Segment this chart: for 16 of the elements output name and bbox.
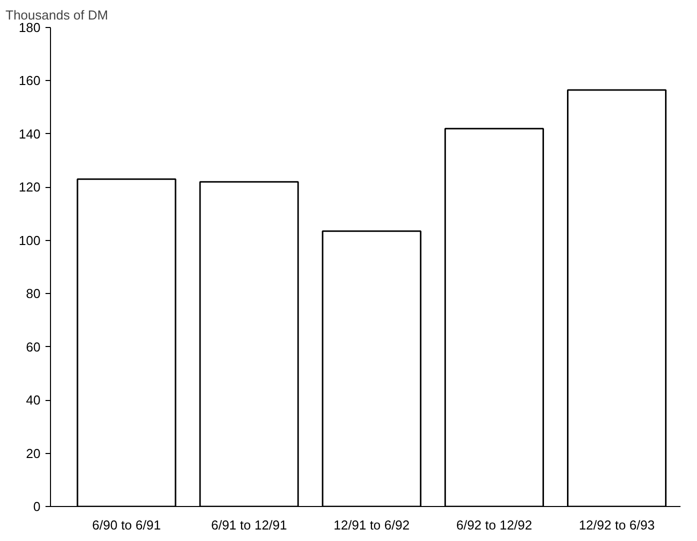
y-tick-label: 100 [18,232,41,248]
y-tick-label: 40 [26,392,41,408]
y-tick-label: 160 [18,73,41,88]
x-tick-label: 6/91 to 12/91 [211,518,288,532]
y-tick-label: 180 [18,20,41,35]
x-tick-label: 12/91 to 6/92 [334,518,410,532]
y-tick-label: 20 [26,446,41,461]
y-axis-title: Thousands of DM [6,8,108,22]
y-tick-label: 60 [26,339,41,354]
y-tick-label: 80 [26,286,41,302]
y-tick-label: 120 [18,180,41,195]
x-tick-label: 6/92 to 12/92 [456,518,532,532]
y-tick-label: 140 [18,126,41,142]
x-tick-label: 12/92 to 6/93 [578,518,655,532]
x-tick-label: 6/90 to 6/91 [92,518,161,532]
y-tick-label: 0 [33,499,41,514]
